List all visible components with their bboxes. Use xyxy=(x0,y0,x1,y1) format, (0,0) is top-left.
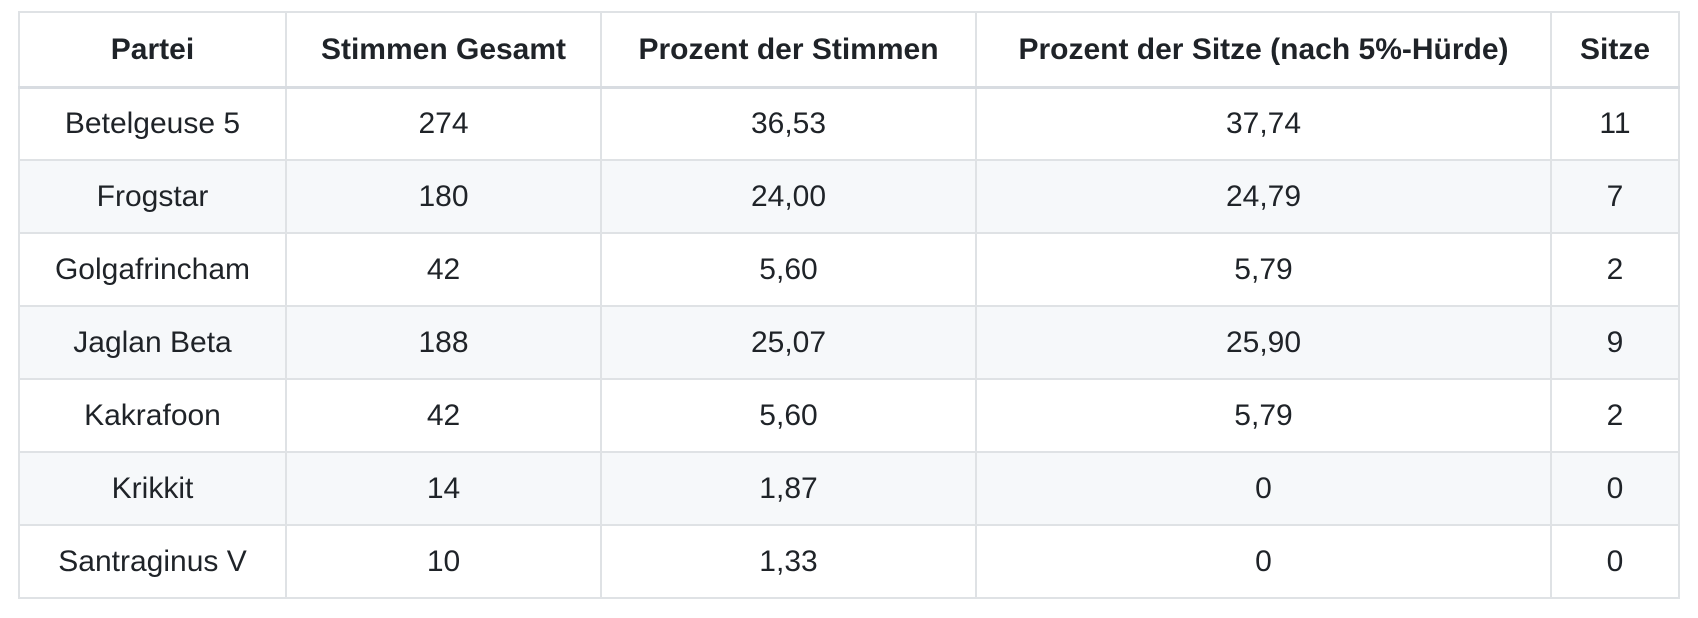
table-row: Golgafrincham 42 5,60 5,79 2 xyxy=(18,232,1680,307)
value-cell: 2 xyxy=(1550,378,1680,453)
value-cell: 180 xyxy=(285,159,602,234)
column-header: Sitze xyxy=(1550,11,1680,89)
value-cell: 188 xyxy=(285,305,602,380)
header-row: Partei Stimmen Gesamt Prozent der Stimmen P… xyxy=(18,11,1680,89)
value-cell: 24,79 xyxy=(975,159,1552,234)
table-row: Frogstar 180 24,00 24,79 7 xyxy=(18,159,1680,234)
value-cell: 14 xyxy=(285,451,602,526)
table-row: Betelgeuse 5 274 36,53 37,74 11 xyxy=(18,86,1680,161)
value-cell: 42 xyxy=(285,232,602,307)
party-cell: Golgafrincham xyxy=(18,232,287,307)
value-cell: 0 xyxy=(975,451,1552,526)
party-cell: Krikkit xyxy=(18,451,287,526)
column-header: Prozent der Stimmen xyxy=(600,11,977,89)
table-row: Jaglan Beta 188 25,07 25,90 9 xyxy=(18,305,1680,380)
value-cell: 1,87 xyxy=(600,451,977,526)
table-row: Kakrafoon 42 5,60 5,79 2 xyxy=(18,378,1680,453)
value-cell: 37,74 xyxy=(975,86,1552,161)
value-cell: 2 xyxy=(1550,232,1680,307)
value-cell: 7 xyxy=(1550,159,1680,234)
value-cell: 5,79 xyxy=(975,378,1552,453)
party-cell: Kakrafoon xyxy=(18,378,287,453)
column-header: Prozent der Sitze (nach 5%-Hürde) xyxy=(975,11,1552,89)
value-cell: 11 xyxy=(1550,86,1680,161)
table-header: Partei Stimmen Gesamt Prozent der Stimmen P… xyxy=(18,11,1680,89)
value-cell: 9 xyxy=(1550,305,1680,380)
value-cell: 42 xyxy=(285,378,602,453)
value-cell: 1,33 xyxy=(600,524,977,599)
value-cell: 24,00 xyxy=(600,159,977,234)
value-cell: 5,79 xyxy=(975,232,1552,307)
value-cell: 5,60 xyxy=(600,232,977,307)
party-cell: Santraginus V xyxy=(18,524,287,599)
value-cell: 274 xyxy=(285,86,602,161)
value-cell: 25,90 xyxy=(975,305,1552,380)
value-cell: 36,53 xyxy=(600,86,977,161)
page: Partei Stimmen Gesamt Prozent der Stimmen P… xyxy=(0,11,1698,618)
table-row: Santraginus V 10 1,33 0 0 xyxy=(18,524,1680,599)
party-cell: Frogstar xyxy=(18,159,287,234)
value-cell: 0 xyxy=(1550,524,1680,599)
party-cell: Jaglan Beta xyxy=(18,305,287,380)
election-results-table: Partei Stimmen Gesamt Prozent der Stimmen P… xyxy=(18,11,1680,599)
party-cell: Betelgeuse 5 xyxy=(18,86,287,161)
table-body: Betelgeuse 5 274 36,53 37,74 11 Frogstar 180 24… xyxy=(18,86,1680,599)
table-row: Krikkit 14 1,87 0 0 xyxy=(18,451,1680,526)
value-cell: 5,60 xyxy=(600,378,977,453)
column-header: Partei xyxy=(18,11,287,89)
value-cell: 25,07 xyxy=(600,305,977,380)
value-cell: 0 xyxy=(1550,451,1680,526)
column-header: Stimmen Gesamt xyxy=(285,11,602,89)
value-cell: 0 xyxy=(975,524,1552,599)
value-cell: 10 xyxy=(285,524,602,599)
